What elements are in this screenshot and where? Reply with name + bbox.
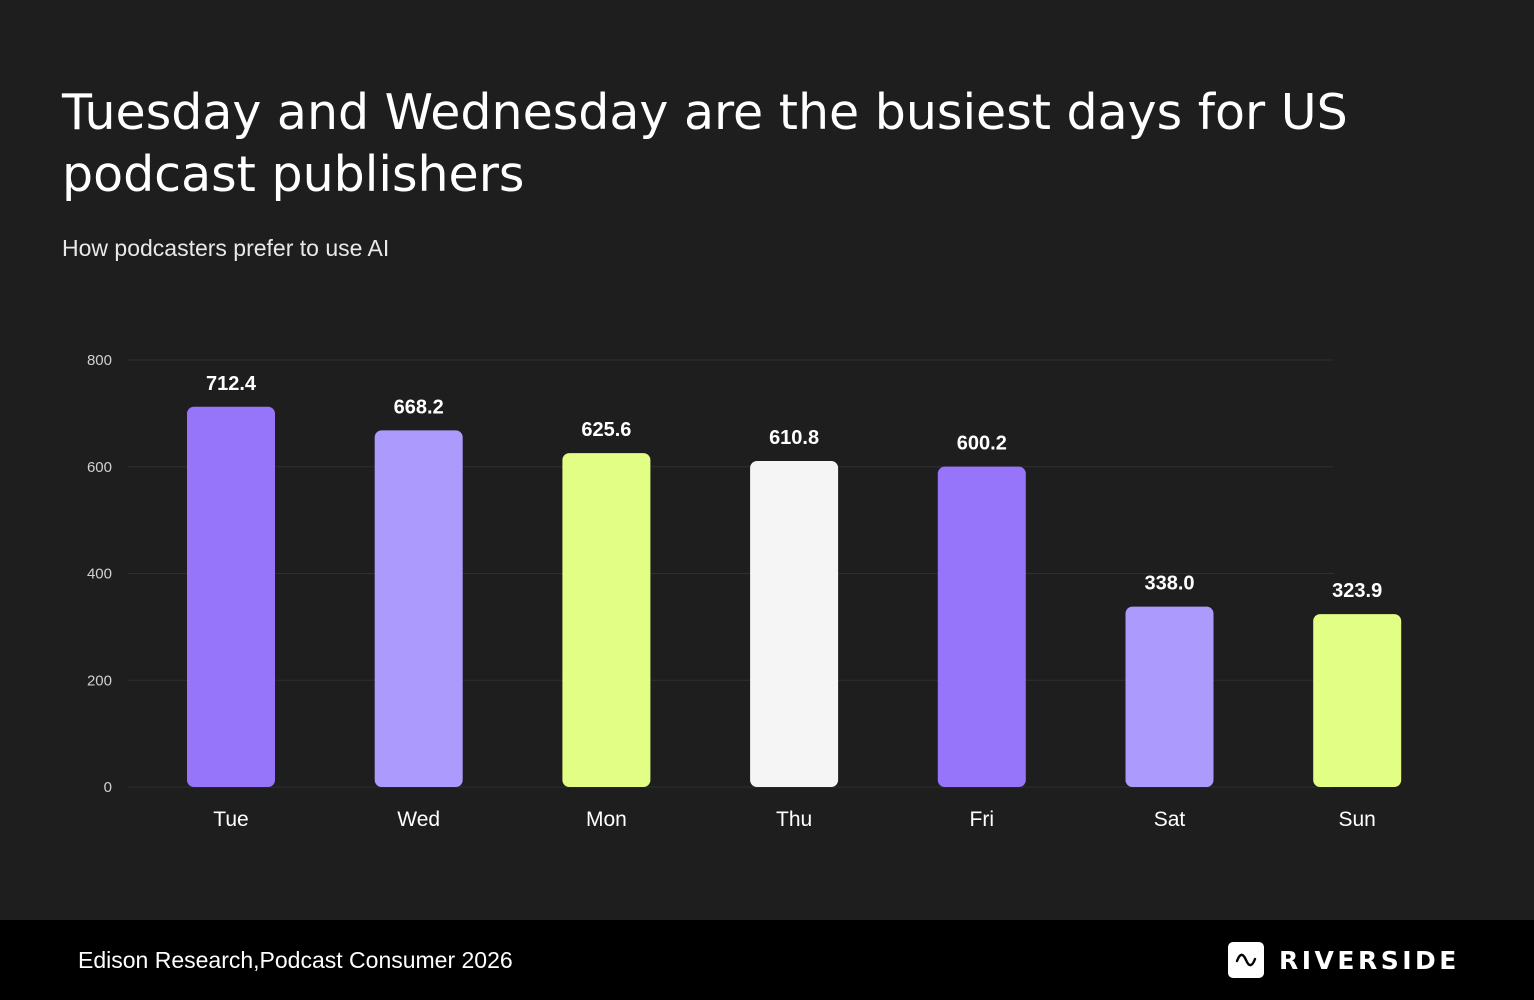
waveform-icon-glyph: [1235, 953, 1257, 967]
y-tick-label-600: 600: [87, 459, 112, 476]
bar-chart-svg: 0 200 400 600 800 712.4 668.2 625.6 610.8 600.2 3…: [87, 352, 1402, 831]
bar-mon: [562, 453, 651, 787]
value-label-mon: 625.6: [581, 419, 631, 441]
value-label-sun: 323.9: [1332, 580, 1382, 602]
footer: Edison Research,Podcast Consumer 2026 RI…: [0, 920, 1534, 1000]
value-label-wed: 668.2: [394, 396, 444, 418]
bar-fri: [937, 466, 1026, 787]
y-tick-label-200: 200: [87, 672, 112, 689]
value-labels: 712.4 668.2 625.6 610.8 600.2 338.0 323.9: [206, 373, 1382, 602]
x-axis-ticks: Tue Wed Mon Thu Fri Sat Sun: [213, 808, 1376, 831]
bar-wed: [374, 430, 463, 787]
waveform-icon: [1228, 942, 1264, 978]
value-label-thu: 610.8: [769, 427, 819, 449]
x-tick-label-tue: Tue: [213, 808, 248, 831]
x-tick-label-wed: Wed: [397, 808, 440, 831]
source-text: Edison Research,Podcast Consumer 2026: [78, 947, 513, 973]
x-tick-label-mon: Mon: [586, 808, 627, 831]
value-label-fri: 600.2: [957, 433, 1007, 455]
brand-name: RIVERSIDE: [1279, 945, 1460, 975]
bar-tue: [187, 406, 275, 787]
brand[interactable]: RIVERSIDE: [1228, 942, 1460, 978]
bars: [187, 406, 1402, 787]
x-tick-label-fri: Fri: [970, 808, 995, 831]
y-tick-label-800: 800: [87, 352, 112, 369]
bar-sat: [1125, 606, 1214, 787]
x-tick-label-sat: Sat: [1154, 808, 1186, 831]
x-tick-label-thu: Thu: [776, 808, 812, 831]
y-axis-ticks: 0 200 400 600 800: [87, 352, 112, 796]
value-label-sat: 338.0: [1144, 573, 1194, 595]
y-tick-label-400: 400: [87, 566, 112, 583]
bar-chart: 0 200 400 600 800 712.4 668.2 625.6 610.8 600.2 3…: [0, 330, 1534, 850]
bar-thu: [750, 460, 839, 787]
chart-subtitle: How podcasters prefer to use AI: [62, 235, 390, 261]
x-tick-label-sun: Sun: [1339, 808, 1376, 831]
y-tick-label-0: 0: [104, 779, 112, 796]
chart-title: Tuesday and Wednesday are the busiest da…: [62, 84, 1348, 203]
value-label-tue: 712.4: [206, 373, 257, 395]
bar-sun: [1313, 614, 1402, 787]
